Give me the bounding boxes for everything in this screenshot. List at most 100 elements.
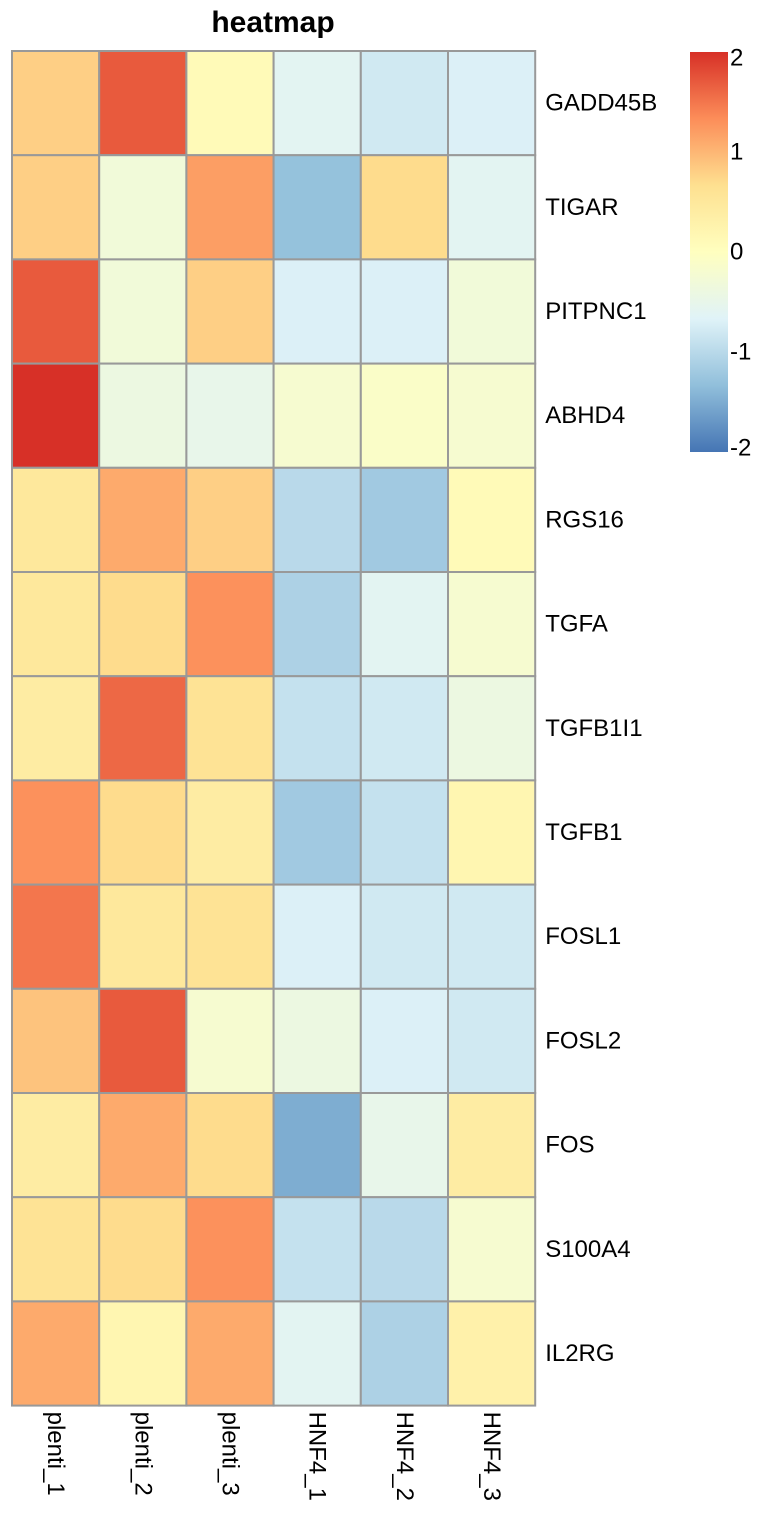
- heatmap-cell-rgs16-plenti_2: [98, 466, 188, 573]
- heatmap-cell-tgfa-plenti_2: [98, 571, 188, 678]
- heatmap-cell-s100a4-hnf4_3: [447, 1196, 537, 1303]
- heatmap-cell-tigar-hnf4_3: [447, 154, 537, 261]
- heatmap-cell-abhd4-hnf4_1: [272, 362, 362, 469]
- heatmap-cell-fos-plenti_3: [185, 1092, 275, 1199]
- heatmap-cell-gadd45b-hnf4_1: [272, 50, 362, 157]
- heatmap-cell-tgfa-plenti_1: [11, 571, 101, 678]
- heatmap-cell-rgs16-plenti_1: [11, 466, 101, 573]
- column-label-hnf4_1: HNF4_1: [304, 1412, 331, 1501]
- heatmap-cell-abhd4-hnf4_2: [359, 362, 449, 469]
- heatmap-cell-il2rg-plenti_1: [11, 1300, 101, 1407]
- heatmap-cell-fosl1-hnf4_1: [272, 883, 362, 990]
- heatmap-cell-rgs16-hnf4_3: [447, 466, 537, 573]
- row-label-abhd4: ABHD4: [545, 402, 625, 429]
- heatmap-cell-abhd4-plenti_1: [11, 362, 101, 469]
- heatmap-cell-pitpnc1-hnf4_2: [359, 258, 449, 365]
- row-label-pitpnc1: PITPNC1: [545, 298, 646, 325]
- heatmap-cell-il2rg-hnf4_3: [447, 1300, 537, 1407]
- heatmap-cell-il2rg-plenti_3: [185, 1300, 275, 1407]
- column-label-plenti_2: plenti_2: [129, 1412, 156, 1496]
- heatmap-cell-tigar-plenti_2: [98, 154, 188, 261]
- heatmap-cell-tgfa-hnf4_3: [447, 571, 537, 678]
- row-label-il2rg: IL2RG: [545, 1340, 614, 1367]
- heatmap-cell-tgfb1-hnf4_1: [272, 779, 362, 886]
- heatmap-cell-gadd45b-hnf4_3: [447, 50, 537, 157]
- heatmap-cell-tgfb1-plenti_1: [11, 779, 101, 886]
- heatmap-cells: [11, 50, 537, 1407]
- heatmap-cell-s100a4-plenti_2: [98, 1196, 188, 1303]
- heatmap-cell-fos-hnf4_3: [447, 1092, 537, 1199]
- heatmap-cell-tgfb1-plenti_2: [98, 779, 188, 886]
- row-label-tgfa: TGFA: [545, 611, 608, 638]
- heatmap-cell-fos-plenti_2: [98, 1092, 188, 1199]
- row-label-s100a4: S100A4: [545, 1236, 630, 1263]
- column-label-hnf4_2: HNF4_2: [391, 1412, 418, 1501]
- heatmap-cell-s100a4-hnf4_1: [272, 1196, 362, 1303]
- heatmap-cell-fosl1-plenti_1: [11, 883, 101, 990]
- heatmap-cell-il2rg-hnf4_2: [359, 1300, 449, 1407]
- heatmap-cell-tgfa-hnf4_2: [359, 571, 449, 678]
- heatmap-cell-tigar-hnf4_2: [359, 154, 449, 261]
- heatmap-cell-abhd4-hnf4_3: [447, 362, 537, 469]
- heatmap-cell-il2rg-hnf4_1: [272, 1300, 362, 1407]
- heatmap-cell-il2rg-plenti_2: [98, 1300, 188, 1407]
- heatmap-cell-fosl2-hnf4_1: [272, 987, 362, 1094]
- legend-tick-label: 1: [730, 139, 743, 166]
- row-label-rgs16: RGS16: [545, 506, 624, 533]
- heatmap-cell-fosl1-plenti_2: [98, 883, 188, 990]
- heatmap-cell-tgfb1i1-plenti_2: [98, 675, 188, 782]
- heatmap-cell-gadd45b-hnf4_2: [359, 50, 449, 157]
- heatmap-cell-fosl1-plenti_3: [185, 883, 275, 990]
- heatmap-cell-fosl2-hnf4_3: [447, 987, 537, 1094]
- row-label-gadd45b: GADD45B: [545, 90, 657, 117]
- heatmap-cell-s100a4-plenti_3: [185, 1196, 275, 1303]
- heatmap-cell-pitpnc1-plenti_2: [98, 258, 188, 365]
- heatmap-cell-rgs16-hnf4_1: [272, 466, 362, 573]
- heatmap-cell-pitpnc1-plenti_3: [185, 258, 275, 365]
- heatmap-cell-pitpnc1-hnf4_1: [272, 258, 362, 365]
- row-label-tgfb1: TGFB1: [545, 819, 622, 846]
- heatmap-cell-fosl2-plenti_2: [98, 987, 188, 1094]
- row-label-fosl2: FOSL2: [545, 1027, 621, 1054]
- heatmap-cell-tgfb1i1-plenti_1: [11, 675, 101, 782]
- heatmap-cell-fosl1-hnf4_2: [359, 883, 449, 990]
- heatmap-cell-gadd45b-plenti_2: [98, 50, 188, 157]
- heatmap-cell-tgfb1i1-plenti_3: [185, 675, 275, 782]
- heatmap-cell-abhd4-plenti_2: [98, 362, 188, 469]
- heatmap-cell-rgs16-plenti_3: [185, 466, 275, 573]
- heatmap-cell-pitpnc1-plenti_1: [11, 258, 101, 365]
- heatmap-cell-gadd45b-plenti_3: [185, 50, 275, 157]
- heatmap-cell-rgs16-hnf4_2: [359, 466, 449, 573]
- heatmap-cell-tgfb1i1-hnf4_2: [359, 675, 449, 782]
- heatmap-cell-tgfb1i1-hnf4_3: [447, 675, 537, 782]
- heatmap-cell-gadd45b-plenti_1: [11, 50, 101, 157]
- row-label-tigar: TIGAR: [545, 194, 618, 221]
- column-label-hnf4_3: HNF4_3: [478, 1412, 505, 1501]
- heatmap-cell-tgfb1i1-hnf4_1: [272, 675, 362, 782]
- heatmap-cell-tigar-plenti_3: [185, 154, 275, 261]
- legend-tick-label: 2: [730, 45, 743, 72]
- row-labels: GADD45B TIGAR PITPNC1 ABHD4 RGS16 TGFA TGFB1I1…: [545, 90, 657, 1367]
- row-label-fosl1: FOSL1: [545, 923, 621, 950]
- row-label-tgfb1i1: TGFB1I1: [545, 715, 642, 742]
- legend-tick-label: -1: [730, 339, 751, 366]
- column-label-plenti_3: plenti_3: [217, 1412, 244, 1496]
- heatmap-cell-fosl2-plenti_3: [185, 987, 275, 1094]
- heatmap-cell-fosl1-hnf4_3: [447, 883, 537, 990]
- column-label-plenti_1: plenti_1: [42, 1412, 69, 1496]
- heatmap-cell-fos-hnf4_1: [272, 1092, 362, 1199]
- heatmap-cell-abhd4-plenti_3: [185, 362, 275, 469]
- heatmap-cell-tgfb1-plenti_3: [185, 779, 275, 886]
- row-label-fos: FOS: [545, 1132, 594, 1159]
- heatmap-cell-tgfa-plenti_3: [185, 571, 275, 678]
- heatmap-cell-fosl2-hnf4_2: [359, 987, 449, 1094]
- color-legend: 2 1 0 -1 -2: [690, 45, 751, 462]
- heatmap-cell-tgfb1-hnf4_2: [359, 779, 449, 886]
- heatmap-cell-fos-hnf4_2: [359, 1092, 449, 1199]
- heatmap-cell-tigar-plenti_1: [11, 154, 101, 261]
- legend-color-bar: [690, 52, 728, 452]
- heatmap-cell-pitpnc1-hnf4_3: [447, 258, 537, 365]
- heatmap-cell-s100a4-hnf4_2: [359, 1196, 449, 1303]
- heatmap-cell-tigar-hnf4_1: [272, 154, 362, 261]
